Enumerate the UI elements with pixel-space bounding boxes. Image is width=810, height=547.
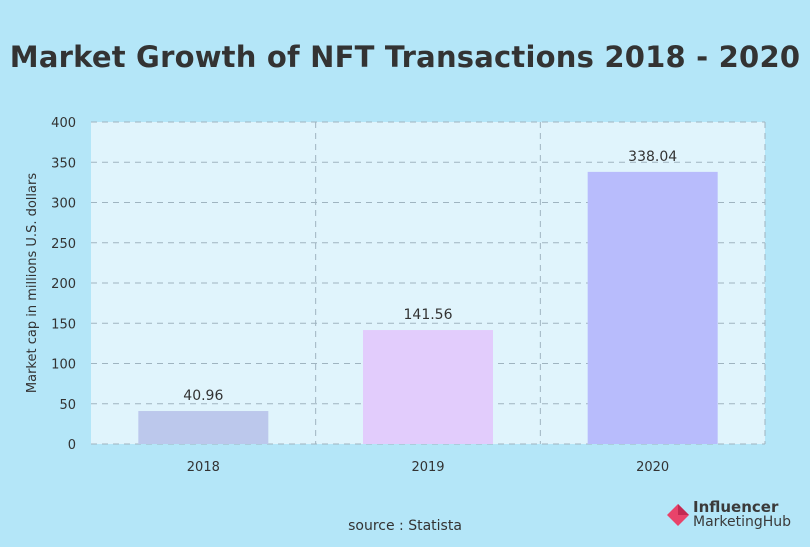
influencer-marketing-hub-logo-icon [667,504,689,526]
data-label: 338.04 [628,149,677,165]
data-label: 40.96 [183,388,223,404]
y-tick-label: 100 [51,358,76,373]
brand-logo: Influencer MarketingHub [665,498,805,534]
logo-text-line2: MarketingHub [693,514,792,530]
bar-2019 [363,330,493,444]
y-tick-label: 0 [68,438,76,453]
source-note: source : Statista [348,518,462,534]
bar-2020 [587,171,718,444]
x-tick-label: 2019 [411,460,444,475]
y-tick-label: 300 [51,197,76,212]
x-tick-label: 2020 [636,460,669,475]
y-tick-label: 50 [59,398,76,413]
x-tick-label: 2018 [187,460,220,475]
y-tick-label: 150 [51,317,76,332]
logo-text-line1: Influencer [693,498,779,516]
bar-2018 [138,411,269,444]
chart-title: Market Growth of NFT Transactions 2018 -… [9,40,801,74]
y-tick-label: 250 [51,237,76,252]
y-axis-label: Market cap in millions U.S. dollars [25,173,40,393]
y-tick-label: 350 [51,156,76,171]
y-tick-label: 200 [51,277,76,292]
y-tick-label: 400 [51,116,76,131]
data-label: 141.56 [404,307,453,323]
